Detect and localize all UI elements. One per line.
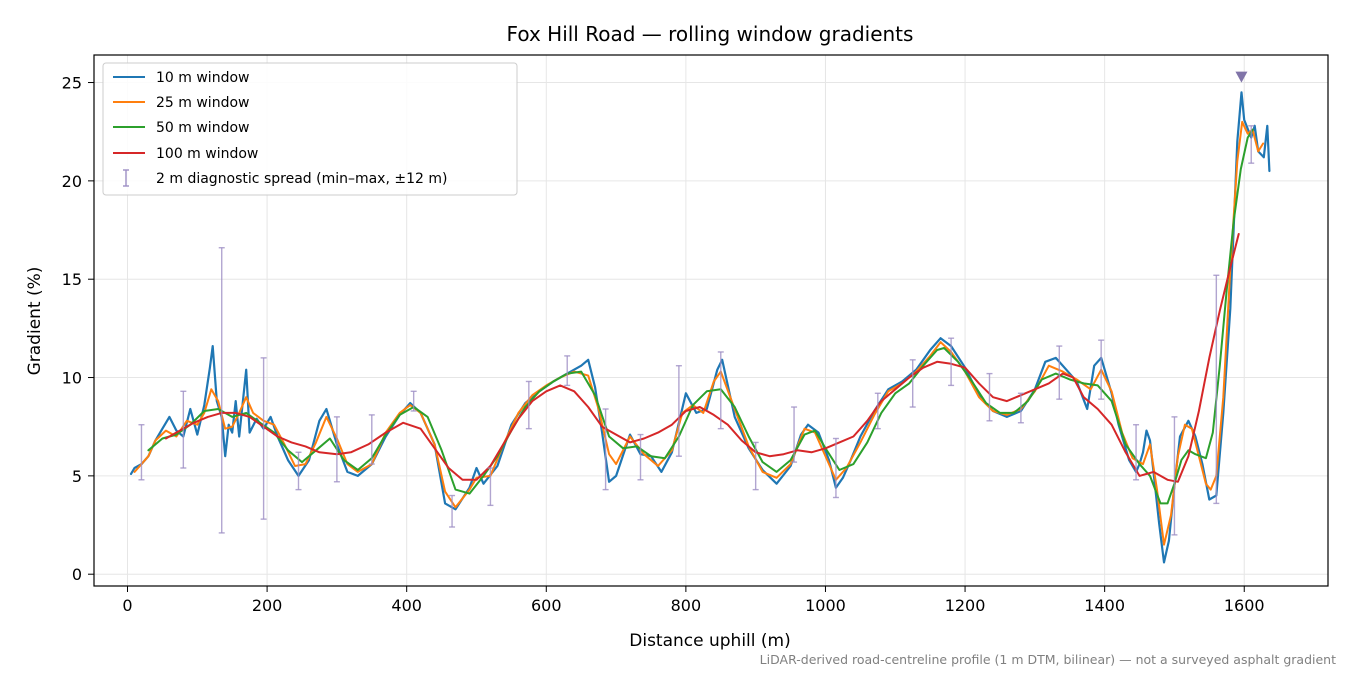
x-axis-label: Distance uphill (m) <box>629 631 790 651</box>
error-bar <box>637 433 644 481</box>
legend-label-25m: 25 m window <box>156 95 249 111</box>
error-bar <box>602 408 609 491</box>
error-bar <box>487 467 494 507</box>
y-axis-label: Gradient (%) <box>25 267 45 376</box>
error-bar <box>986 372 993 422</box>
error-bar <box>333 416 340 483</box>
plot-area <box>129 71 1271 564</box>
legend-label-50m: 50 m window <box>156 120 249 136</box>
error-bar <box>1171 416 1178 536</box>
error-bar <box>525 380 532 430</box>
error-bar <box>1213 274 1220 505</box>
x-tick-label: 0 <box>122 596 132 615</box>
legend-label-errorbar: 2 m diagnostic spread (min–max, ±12 m) <box>156 171 447 187</box>
x-axis-ticks: 0 200 400 600 800 1000 1200 1400 1600 <box>122 586 1265 615</box>
x-tick-label: 200 <box>252 596 283 615</box>
footnote: LiDAR-derived road-centreline profile (1… <box>760 652 1336 667</box>
error-bar <box>1017 392 1024 424</box>
series-line-3 <box>164 233 1240 483</box>
y-tick-label: 20 <box>62 172 82 191</box>
y-axis-ticks: 0 5 10 15 20 25 <box>62 74 94 584</box>
error-bar <box>180 390 187 469</box>
legend: 10 m window 25 m window 50 m window 100 … <box>102 62 518 196</box>
x-tick-label: 600 <box>531 596 562 615</box>
error-bar <box>675 365 682 457</box>
error-bar <box>717 351 724 430</box>
y-tick-label: 25 <box>62 74 82 93</box>
legend-box <box>102 62 518 196</box>
x-tick-label: 400 <box>391 596 422 615</box>
error-bar <box>909 359 916 408</box>
y-tick-label: 5 <box>72 467 82 486</box>
error-bar <box>1098 339 1105 400</box>
error-bar <box>138 424 145 481</box>
error-bar <box>752 441 759 491</box>
y-tick-label: 15 <box>62 270 82 289</box>
x-tick-label: 1200 <box>945 596 986 615</box>
peak-marker <box>1235 71 1248 83</box>
error-bar <box>564 355 571 387</box>
error-bar <box>874 392 881 430</box>
error-bar <box>368 414 375 465</box>
error-bar <box>948 337 955 387</box>
error-bar <box>218 247 225 534</box>
y-tick-label: 10 <box>62 369 82 388</box>
error-bar <box>1248 125 1255 164</box>
error-bar <box>832 437 839 499</box>
error-bar <box>295 451 302 491</box>
error-bar <box>260 357 267 520</box>
error-bar <box>449 494 456 528</box>
y-tick-label: 0 <box>72 565 82 584</box>
error-bar <box>791 406 798 463</box>
error-bar <box>410 390 417 412</box>
x-tick-label: 1400 <box>1084 596 1125 615</box>
error-bar <box>1133 424 1140 481</box>
legend-label-10m: 10 m window <box>156 70 249 86</box>
legend-swatch-errorbar <box>123 169 129 187</box>
x-tick-label: 1600 <box>1224 596 1265 615</box>
marker-layer <box>1235 71 1248 83</box>
errorbar-layer <box>138 125 1255 536</box>
legend-label-100m: 100 m window <box>156 146 258 162</box>
plot-frame <box>93 54 1329 587</box>
series-line-1 <box>133 120 1265 546</box>
x-tick-label: 800 <box>671 596 702 615</box>
error-bar <box>1056 345 1063 400</box>
x-tick-label: 1000 <box>805 596 846 615</box>
chart-title: Fox Hill Road — rolling window gradients <box>507 22 914 46</box>
